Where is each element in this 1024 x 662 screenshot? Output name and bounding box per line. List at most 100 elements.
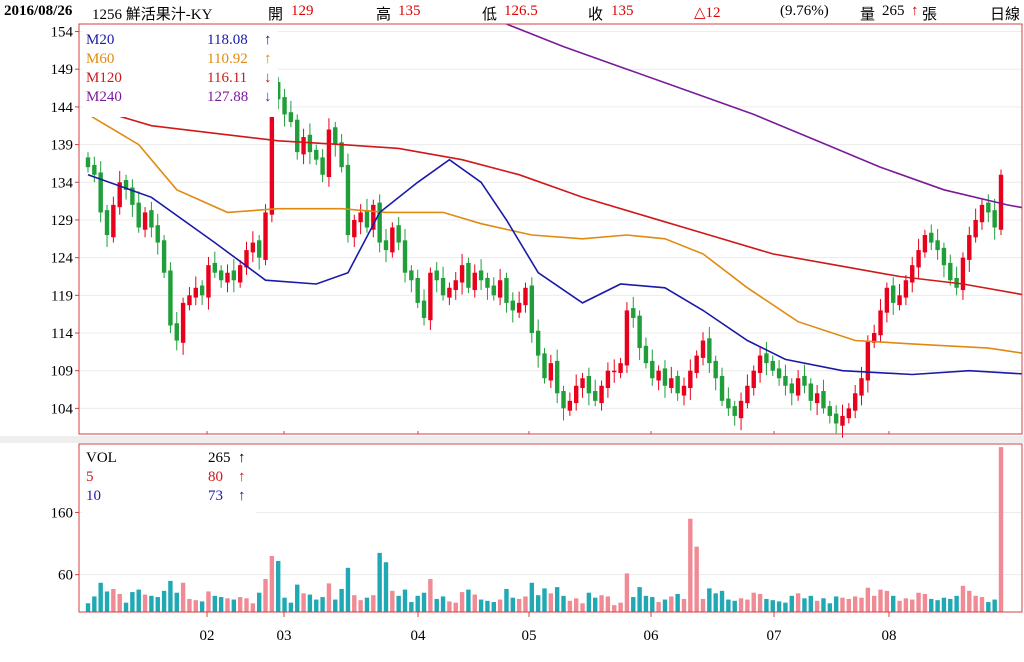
volume-bar-down xyxy=(535,595,541,612)
candle-body xyxy=(383,240,389,251)
volume-bar-down xyxy=(85,603,91,612)
candle-up xyxy=(681,377,687,406)
volume-bar-down xyxy=(554,587,560,612)
volume-bar-down xyxy=(149,595,154,612)
volume-bar-down xyxy=(561,595,566,612)
candle-down xyxy=(104,204,110,248)
volume-bar-up xyxy=(738,598,744,612)
candle-body xyxy=(897,295,902,306)
quote-date: 2016/08/26 xyxy=(4,3,73,19)
candle-body xyxy=(123,180,129,190)
volume-bar-up xyxy=(352,595,357,612)
candle-body xyxy=(713,360,718,379)
candle-up xyxy=(459,253,465,295)
price-tick-label: 104 xyxy=(51,401,74,417)
candle-down xyxy=(833,405,839,434)
price-tick-label: 139 xyxy=(51,138,74,154)
vol-legend-row: 10 73 ↑ xyxy=(82,487,256,506)
candle-body xyxy=(485,277,490,288)
candle-down xyxy=(986,194,991,223)
volume-tick-label: 60 xyxy=(58,568,73,584)
volume-bar-up xyxy=(865,587,871,612)
volume-unit: 張 xyxy=(922,7,938,23)
candle-up xyxy=(846,403,852,424)
candle-up xyxy=(878,299,883,343)
volume-bar-down xyxy=(396,595,401,612)
candle-up xyxy=(574,374,579,411)
period-label: 日線 xyxy=(990,7,1021,23)
candle-body xyxy=(675,375,680,394)
candle-down xyxy=(155,213,160,255)
volume-bar-up xyxy=(326,583,332,612)
candle-body xyxy=(149,210,154,228)
ma-legend-row: M240 127.88 ↓ xyxy=(82,88,278,107)
candle-body xyxy=(535,330,541,356)
volume-bar-down xyxy=(726,599,731,612)
candle-body xyxy=(884,287,890,313)
candle-body xyxy=(561,391,566,409)
candle-down xyxy=(776,360,782,386)
candle-up xyxy=(580,372,585,398)
candle-body xyxy=(117,182,122,208)
volume-bar-up xyxy=(973,595,978,612)
ma-legend-name: M240 xyxy=(86,89,122,105)
volume-bar-up xyxy=(960,585,966,612)
volume-bar-down xyxy=(986,602,991,612)
volume-bar-down xyxy=(802,598,807,612)
price-tick-label: 144 xyxy=(51,100,74,116)
volume-bar-down xyxy=(377,552,382,612)
volume-bar-up xyxy=(580,603,585,612)
candle-down xyxy=(719,367,725,407)
candle-body xyxy=(199,285,205,296)
candle-up xyxy=(814,385,820,416)
candle-down xyxy=(136,191,141,233)
candle-up xyxy=(859,366,864,406)
candle-body xyxy=(85,157,91,168)
candle-body xyxy=(104,210,110,236)
candle-up xyxy=(852,385,858,419)
candle-body xyxy=(871,333,877,343)
candle-up xyxy=(757,347,763,383)
candle-body xyxy=(929,232,934,243)
ma240-line xyxy=(506,24,1022,209)
candle-body xyxy=(948,262,953,281)
candle-body xyxy=(352,219,357,238)
volume-bar-down xyxy=(161,590,167,612)
candle-body xyxy=(878,310,883,336)
ma-legend-arrow-icon: ↓ xyxy=(264,89,272,105)
volume-bar-down xyxy=(776,601,782,612)
volume-bar-down xyxy=(707,588,712,612)
volume-bar-up xyxy=(859,597,864,612)
ma-legend-row: M60 110.92 ↑ xyxy=(82,50,278,69)
candle-body xyxy=(865,340,871,381)
candle-down xyxy=(510,292,515,323)
candle-down xyxy=(409,265,414,293)
candle-down xyxy=(92,156,97,183)
candle-body xyxy=(339,142,344,168)
volume-bar-up xyxy=(922,593,928,612)
candle-body xyxy=(377,202,382,243)
candle-up xyxy=(694,350,699,379)
volume-bar-up xyxy=(745,599,750,612)
candle-body xyxy=(447,287,452,298)
candle-body xyxy=(497,280,503,298)
quote-header: 2016/08/26 1256 鮮活果汁-KY 開 129 高 135 低 12… xyxy=(0,0,1024,24)
vol-legend-value: 80 xyxy=(208,469,223,485)
volume-bar-down xyxy=(491,602,496,612)
candle-up xyxy=(612,359,617,383)
candle-body xyxy=(650,360,655,379)
volume-bar-down xyxy=(783,602,788,612)
volume-bar-down xyxy=(295,584,300,612)
candle-down xyxy=(935,229,940,260)
candle-up xyxy=(656,365,661,391)
month-tick-label: 02 xyxy=(200,628,215,644)
candle-body xyxy=(688,370,693,389)
volume-bar-down xyxy=(631,597,636,612)
volume-bar-up xyxy=(852,596,858,612)
volume-bar-down xyxy=(440,596,446,612)
volume-bar-up xyxy=(371,595,376,612)
candle-up xyxy=(453,271,458,300)
candle-body xyxy=(567,400,573,411)
candle-up xyxy=(225,264,230,293)
candle-down xyxy=(402,229,408,283)
